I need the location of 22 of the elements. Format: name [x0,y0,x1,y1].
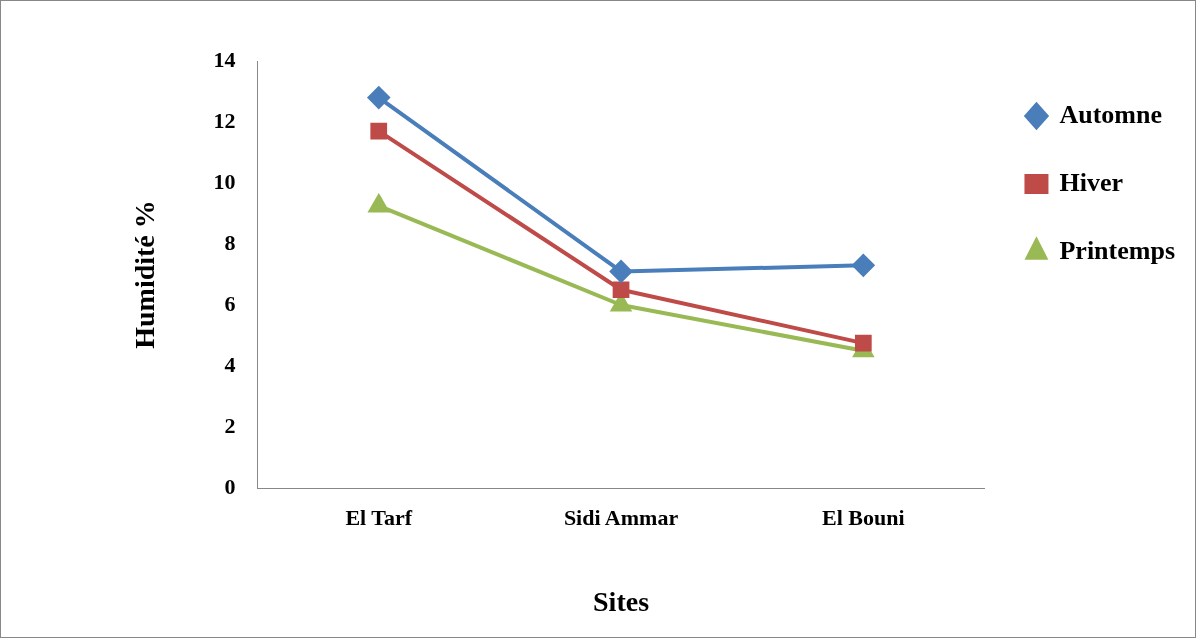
y-axis-title: Humidité % [129,200,161,349]
y-tick-label: 2 [224,412,236,438]
legend-label: Printemps [1059,235,1176,265]
y-tick-label: 6 [224,290,236,316]
point [370,122,388,140]
y-tick-label: 12 [213,107,236,133]
y-tick-label: 10 [213,168,236,194]
point [610,260,633,283]
x-tick-label: El Tarf [345,504,413,530]
y-tick-label: 8 [224,229,236,255]
y-tick-label: 4 [224,351,236,377]
x-axis-title: Sites [593,586,650,618]
legend-label: Hiver [1059,167,1123,197]
y-tick-label: 14 [213,46,236,72]
legend-label: Automne [1059,99,1163,129]
y-tick-label: 0 [224,473,236,499]
point [367,86,390,109]
x-tick-label: El Bouni [822,504,905,530]
point [852,254,875,277]
point [854,334,872,352]
x-tick-label: Sidi Ammar [563,504,679,530]
point [612,281,630,299]
